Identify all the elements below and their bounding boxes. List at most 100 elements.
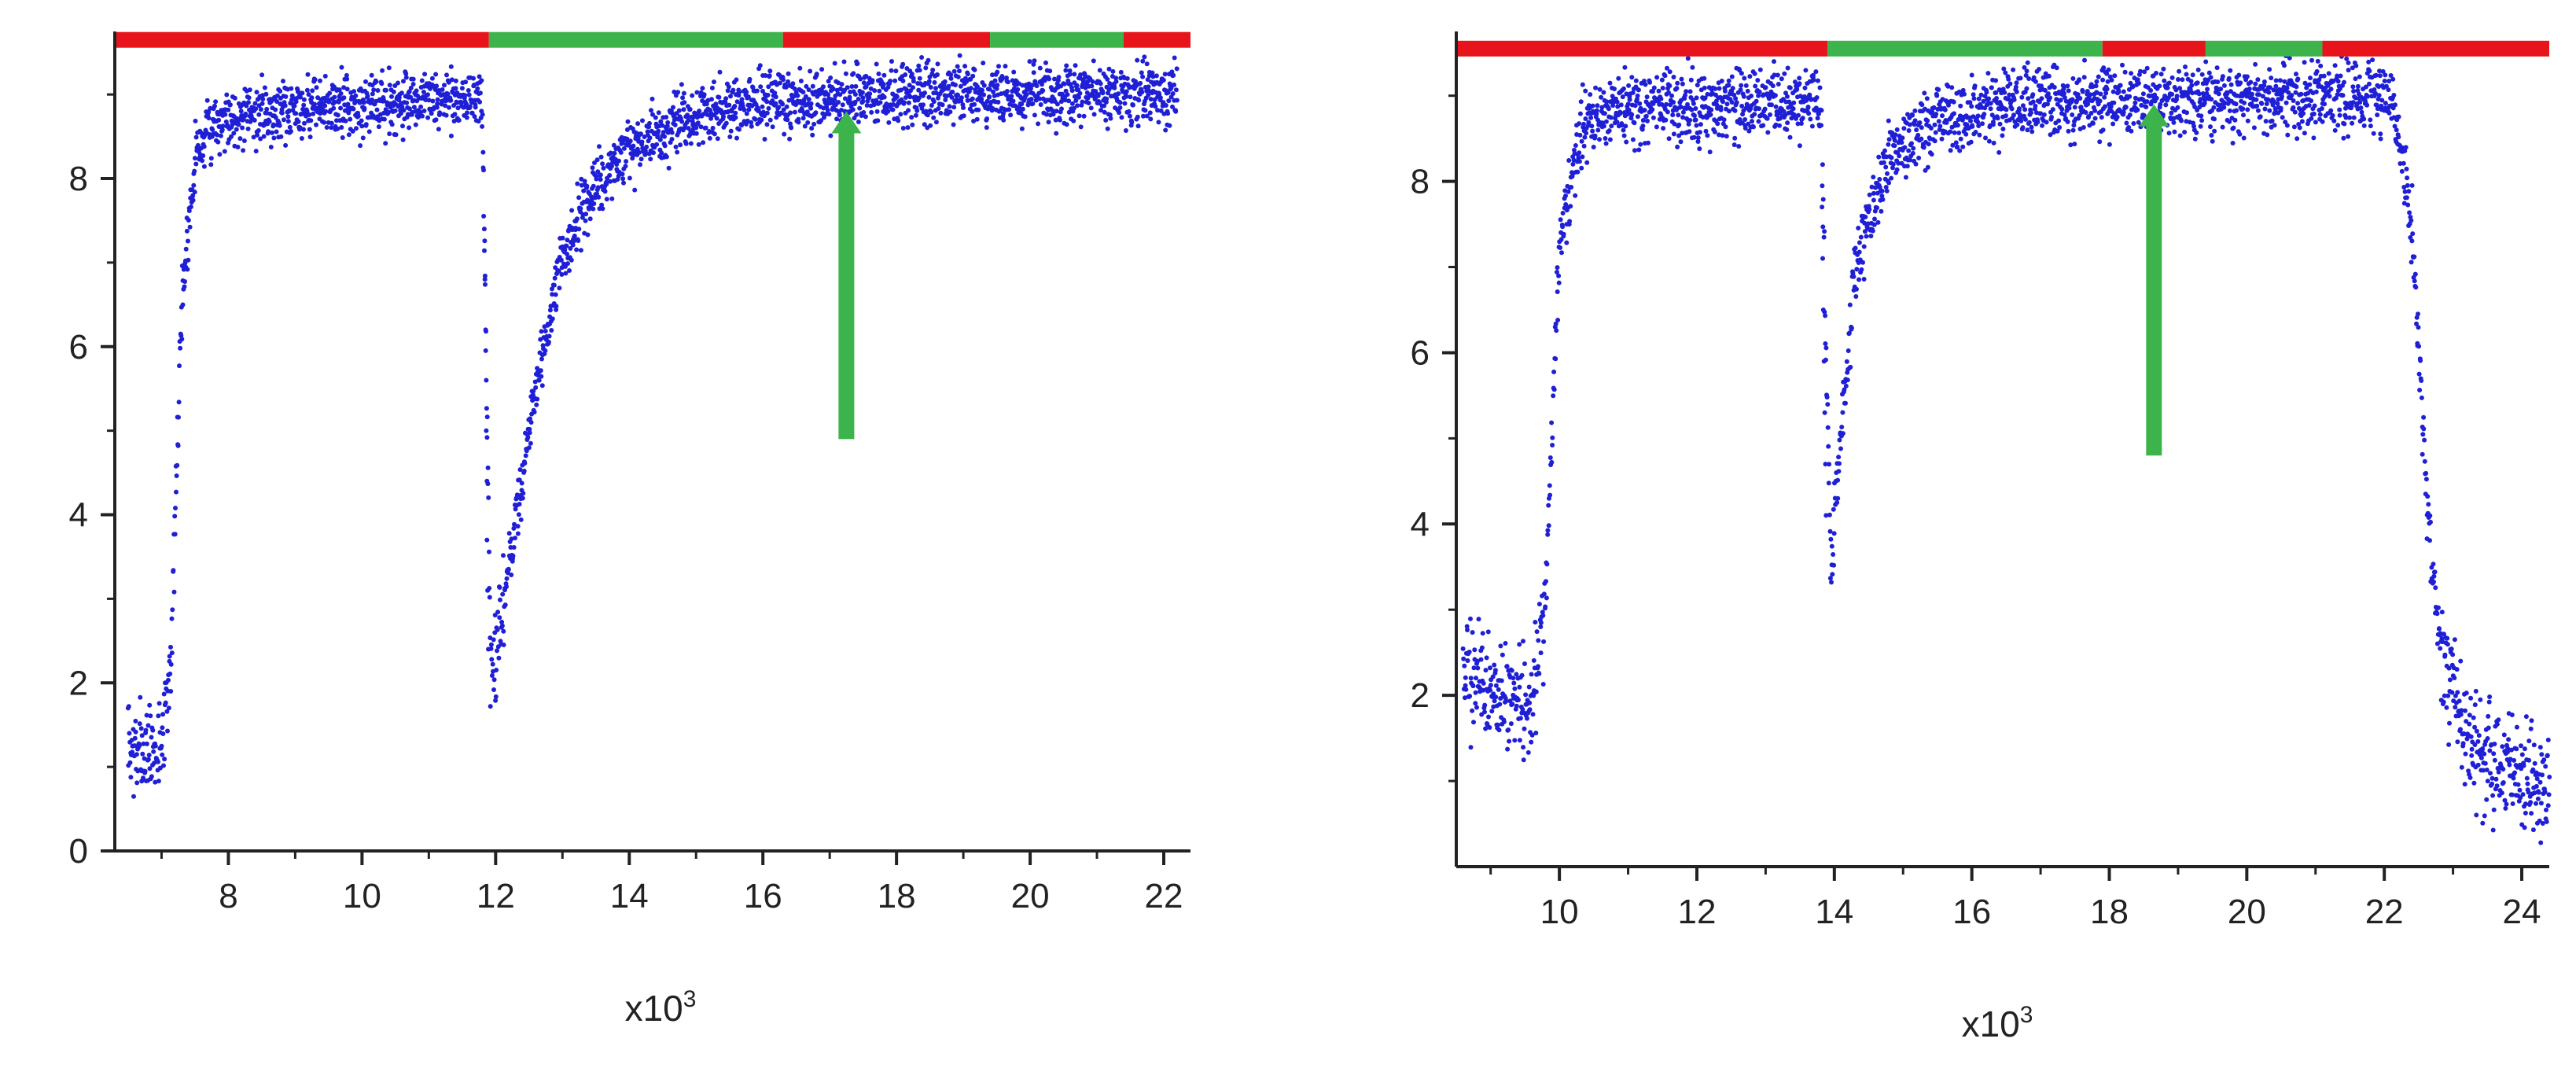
- data-point: [483, 327, 488, 333]
- data-point: [311, 111, 316, 116]
- data-point: [144, 741, 149, 746]
- data-point: [2357, 100, 2363, 105]
- data-point: [153, 743, 158, 749]
- data-point: [1986, 138, 1992, 144]
- data-point: [1047, 68, 1053, 74]
- data-point: [948, 109, 953, 115]
- data-point: [283, 142, 289, 148]
- data-point: [1689, 107, 1695, 112]
- data-point: [2313, 120, 2318, 125]
- data-point: [246, 100, 251, 105]
- data-point: [802, 123, 808, 129]
- data-point: [2416, 311, 2420, 317]
- data-point: [1510, 702, 1515, 707]
- data-point: [252, 117, 257, 123]
- data-point: [484, 377, 489, 383]
- data-point: [509, 573, 514, 577]
- data-point: [285, 119, 291, 124]
- data-point: [160, 712, 166, 717]
- data-point: [852, 99, 858, 105]
- data-point: [2313, 89, 2319, 94]
- data-point: [127, 731, 132, 736]
- data-point: [282, 103, 288, 109]
- data-point: [471, 75, 476, 81]
- data-point: [2314, 68, 2320, 74]
- data-point: [2414, 315, 2420, 320]
- x-tick-label: 10: [343, 877, 381, 915]
- data-point: [1731, 92, 1737, 98]
- data-point: [1877, 177, 1882, 182]
- data-point: [911, 85, 915, 90]
- data-point: [1034, 83, 1040, 89]
- data-point: [128, 775, 134, 780]
- data-point: [595, 169, 601, 175]
- data-point: [1666, 90, 1671, 95]
- data-point: [1491, 704, 1496, 709]
- data-point: [800, 116, 806, 121]
- data-point: [312, 101, 318, 107]
- data-point: [774, 115, 779, 120]
- data-point: [152, 760, 156, 766]
- data-point: [2111, 100, 2117, 105]
- arrow-left: [831, 111, 862, 440]
- data-point: [1522, 661, 1527, 666]
- data-point: [2019, 94, 2025, 100]
- data-point: [1036, 121, 1041, 127]
- data-point: [1463, 683, 1468, 688]
- data-point: [594, 176, 599, 182]
- data-point: [2361, 123, 2367, 128]
- data-point: [169, 616, 175, 621]
- data-point: [2284, 123, 2290, 128]
- data-point: [1514, 703, 1519, 709]
- arrow-shaft: [838, 131, 855, 440]
- data-point: [1746, 128, 1752, 134]
- data-point: [452, 112, 458, 117]
- data-point: [853, 83, 859, 89]
- data-point: [1545, 528, 1551, 533]
- data-point: [2309, 98, 2314, 104]
- data-point: [1662, 73, 1668, 79]
- data-point: [2049, 115, 2054, 120]
- data-point: [2061, 86, 2066, 91]
- data-point: [2227, 119, 2232, 124]
- data-point: [951, 68, 957, 74]
- data-point: [1465, 628, 1470, 632]
- data-point: [1050, 108, 1055, 113]
- data-point: [1091, 58, 1096, 64]
- data-point: [2319, 106, 2324, 111]
- data-point: [1123, 128, 1128, 133]
- data-point: [2198, 97, 2203, 102]
- data-point: [2144, 105, 2149, 109]
- data-point: [1146, 84, 1151, 90]
- data-point: [1556, 273, 1562, 278]
- data-point: [621, 145, 627, 151]
- data-point: [1770, 83, 1776, 89]
- data-point: [681, 107, 686, 112]
- data-point: [1975, 113, 1981, 119]
- data-point: [1051, 112, 1056, 117]
- data-point: [1779, 76, 1784, 82]
- data-point: [2287, 55, 2292, 61]
- data-point: [609, 164, 614, 169]
- data-point: [1978, 92, 1984, 98]
- data-point: [446, 79, 451, 85]
- data-point: [650, 96, 655, 101]
- data-point: [384, 87, 388, 93]
- data-point: [552, 275, 558, 281]
- data-point: [1890, 161, 1896, 167]
- data-point: [1541, 591, 1547, 597]
- data-point: [828, 75, 834, 80]
- data-point: [890, 107, 896, 112]
- data-point: [360, 135, 366, 141]
- data-point: [1019, 126, 1025, 131]
- data-point: [1523, 692, 1529, 698]
- data-point: [1697, 130, 1702, 135]
- data-point: [2366, 59, 2372, 64]
- data-point: [642, 134, 647, 139]
- data-point: [1558, 217, 1563, 223]
- data-point: [1156, 120, 1161, 125]
- data-point: [1054, 109, 1059, 114]
- data-point: [1687, 117, 1693, 123]
- data-point: [1512, 738, 1518, 743]
- data-point: [1743, 83, 1749, 88]
